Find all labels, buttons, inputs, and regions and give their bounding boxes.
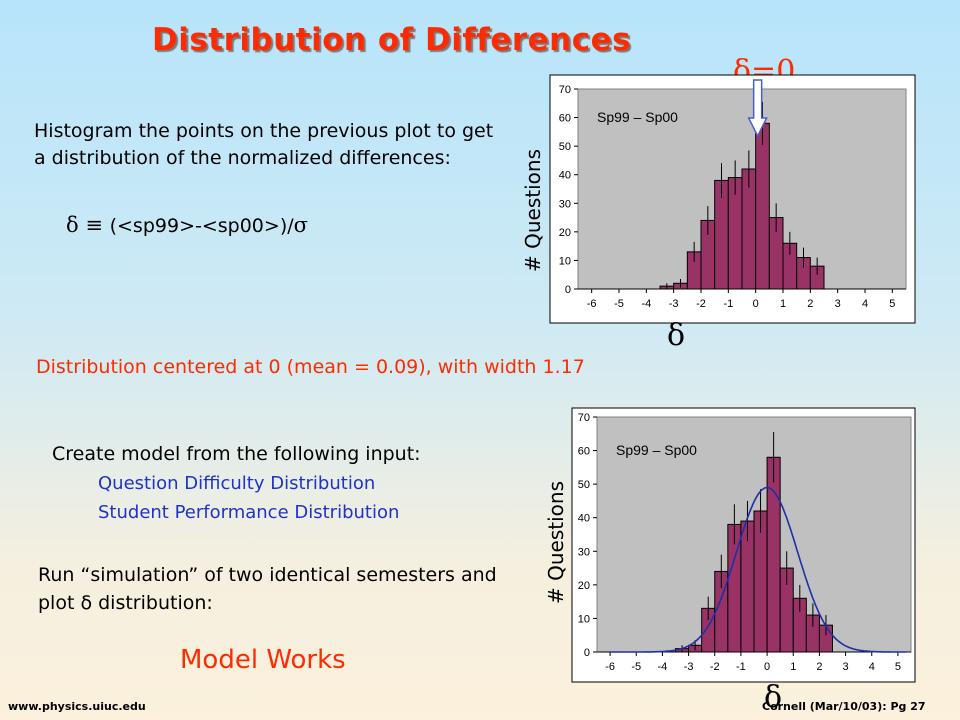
x-tick-label: 1	[780, 298, 786, 310]
formula-body: (<sp99>-<sp00>)/	[109, 215, 294, 237]
histogram-bar	[766, 456, 781, 653]
intro-text: Histogram the points on the previous plo…	[34, 120, 494, 169]
x-tick-label: 5	[895, 661, 901, 673]
x-tick-label: 3	[843, 661, 849, 673]
x-tick-label: -6	[605, 661, 615, 673]
y-tick-label: 60	[578, 446, 590, 458]
model-input-item: Student Performance Distribution	[98, 502, 400, 523]
x-tick-label: 0	[753, 298, 759, 310]
delta-zero-arrow	[747, 79, 768, 138]
gaussian-fit-curve	[610, 486, 906, 653]
y-axis-label-bottom: # Questions	[544, 481, 568, 604]
y-tick-label: 10	[578, 613, 590, 625]
x-tick-label: 2	[807, 298, 813, 310]
x-tick-label: 4	[862, 298, 868, 310]
x-tick-label: -2	[696, 298, 706, 310]
y-tick-label: 0	[565, 284, 571, 296]
y-tick-label: 40	[578, 513, 590, 525]
x-tick-label: 1	[790, 661, 796, 673]
x-axis-label-top: δ	[667, 318, 686, 353]
chart-legend-text: Sp99 – Sp00	[597, 109, 678, 125]
y-tick-label: 30	[578, 546, 590, 558]
slide-title: Distribution of Differences	[152, 22, 632, 58]
x-tick-label: 2	[816, 661, 822, 673]
summary-text: Distribution centered at 0 (mean = 0.09)…	[36, 356, 585, 378]
y-tick-label: 70	[578, 412, 590, 424]
delta-formula: δ ≡ (<sp99>-<sp00>)/σ	[66, 213, 308, 237]
y-tick-label: 70	[559, 84, 571, 96]
x-tick-label: 0	[764, 661, 770, 673]
x-tick-label: -3	[684, 661, 694, 673]
x-tick-label: -4	[658, 661, 668, 673]
x-tick-label: 4	[869, 661, 875, 673]
footer-url: www.physics.uiuc.edu	[8, 700, 146, 713]
chart-legend-text: Sp99 – Sp00	[616, 442, 697, 458]
x-tick-label: -6	[587, 298, 597, 310]
x-tick-label: 3	[835, 298, 841, 310]
model-input-item: Question Difficulty Distribution	[98, 473, 376, 494]
x-tick-label: -2	[710, 661, 720, 673]
y-tick-label: 50	[559, 141, 571, 153]
formula-sigma: σ	[293, 213, 308, 237]
y-tick-label: 60	[559, 113, 571, 125]
x-tick-label: 5	[889, 298, 895, 310]
y-tick-label: 10	[559, 255, 571, 267]
x-axis-label-bottom: δ	[764, 680, 783, 715]
y-tick-label: 30	[559, 198, 571, 210]
y-tick-label: 40	[559, 170, 571, 182]
x-tick-label: -1	[723, 298, 733, 310]
footer-page: Cornell (Mar/10/03): Pg 27	[762, 700, 926, 713]
x-tick-label: -1	[736, 661, 746, 673]
x-tick-label: -4	[641, 298, 651, 310]
x-tick-label: -3	[669, 298, 679, 310]
x-tick-label: -5	[631, 661, 641, 673]
y-tick-label: 20	[559, 227, 571, 239]
run-simulation-text: Run “simulation” of two identical semest…	[38, 564, 497, 614]
y-tick-label: 20	[578, 580, 590, 592]
model-heading: Create model from the following input:	[52, 443, 421, 465]
formula-symbols: δ ≡	[66, 213, 110, 237]
y-tick-label: 50	[578, 479, 590, 491]
conclusion-text: Model Works	[180, 645, 346, 675]
y-tick-label: 0	[584, 647, 590, 659]
x-tick-label: -5	[614, 298, 624, 310]
